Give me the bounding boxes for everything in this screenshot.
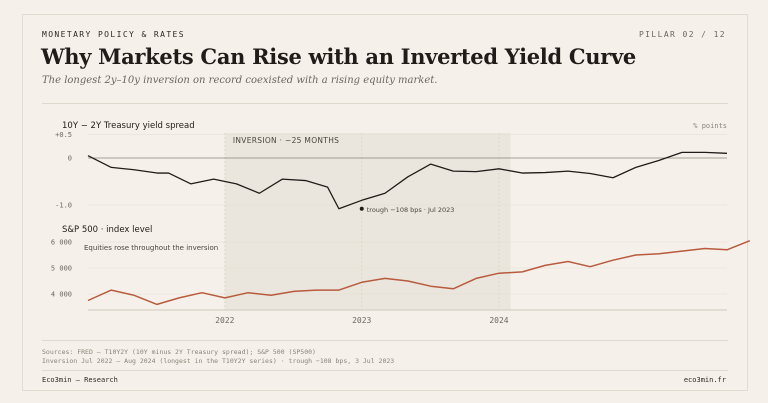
brand-label: Eco3min — Research (42, 376, 118, 384)
spread-series-line (87, 151, 728, 210)
spx-y-tick-label: 5 000 (51, 265, 72, 273)
x-tick-label: 2022 (215, 316, 234, 325)
bottom-divider (42, 340, 728, 341)
top-divider (42, 103, 728, 104)
spx-annotation: Equities rose throughout the inversion (84, 244, 218, 252)
x-tick-label: 2023 (352, 316, 371, 325)
spread-y-tick-label: +0.5 (55, 131, 72, 139)
spx-y-tick-label: 6 000 (51, 239, 72, 247)
trough-marker (359, 206, 364, 211)
page-subtitle: The longest 2y–10y inversion on record c… (42, 75, 438, 86)
spread-y-tick-label: 0 (68, 155, 72, 163)
inversion-band-label: INVERSION · ~25 MONTHS (233, 136, 339, 145)
card-frame (22, 14, 748, 391)
inversion-band (224, 133, 511, 310)
spread-unit-note: % points (693, 122, 727, 130)
footer-divider (42, 370, 728, 371)
source-line-1: Sources: FRED — T10Y2Y (10Y minus 2Y Tre… (42, 348, 316, 356)
site-link[interactable]: eco3min.fr (683, 376, 726, 384)
spx-series-line (87, 240, 751, 306)
page-title: Why Markets Can Rise with an Inverted Yi… (41, 44, 636, 69)
pillar-counter: PILLAR 02 / 12 (638, 30, 726, 39)
spread-y-tick-label: -1.0 (55, 202, 72, 210)
spx-y-tick-label: 4 000 (51, 291, 72, 299)
spread-panel-title: 10Y − 2Y Treasury yield spread (62, 121, 195, 131)
trough-annotation: trough −108 bps · Jul 2023 (367, 206, 455, 214)
source-line-2: Inversion Jul 2022 – Aug 2024 (longest i… (42, 357, 395, 365)
x-tick-label: 2024 (489, 316, 508, 325)
sources-note: Sources: FRED — T10Y2Y (10Y minus 2Y Tre… (42, 348, 394, 366)
section-eyebrow: MONETARY POLICY & RATES (42, 30, 185, 39)
spx-panel-title: S&P 500 · index level (62, 225, 152, 235)
